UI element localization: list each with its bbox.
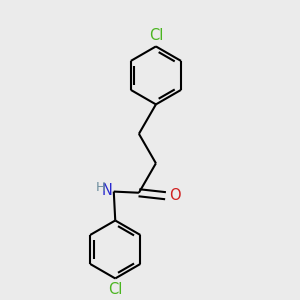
- Text: Cl: Cl: [149, 28, 163, 43]
- Text: Cl: Cl: [108, 282, 122, 297]
- Text: H: H: [96, 181, 106, 194]
- Text: O: O: [169, 188, 181, 203]
- Text: N: N: [102, 184, 112, 199]
